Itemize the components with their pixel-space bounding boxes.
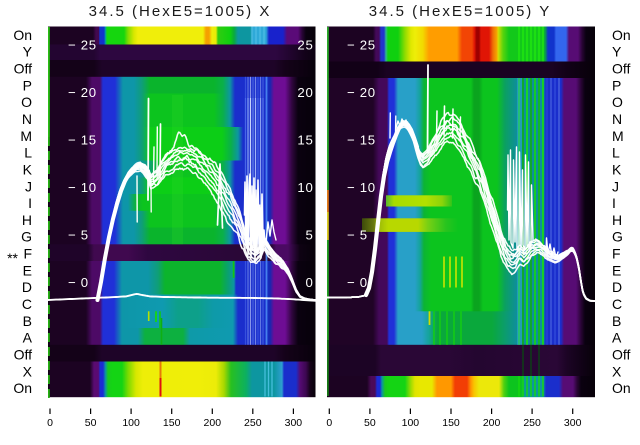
svg-text:L: L — [24, 145, 32, 161]
svg-text:A: A — [23, 330, 33, 346]
svg-text:Off: Off — [14, 61, 33, 77]
svg-text:J: J — [25, 178, 32, 194]
svg-text:M: M — [612, 128, 624, 144]
svg-text:On: On — [612, 27, 631, 43]
svg-text:On: On — [13, 27, 32, 43]
svg-text:− 0: − 0 — [347, 275, 368, 290]
svg-text:Off: Off — [612, 61, 631, 77]
svg-text:0: 0 — [326, 417, 332, 429]
svg-text:250: 250 — [523, 417, 541, 429]
svg-text:10: 10 — [297, 180, 313, 195]
svg-text:On: On — [612, 380, 631, 396]
svg-text:− 25: − 25 — [68, 37, 97, 52]
svg-text:N: N — [22, 111, 32, 127]
svg-text:D: D — [22, 279, 32, 295]
svg-text:B: B — [23, 313, 32, 329]
svg-text:− 0: − 0 — [68, 275, 89, 290]
svg-text:K: K — [23, 162, 33, 178]
svg-text:− 20: − 20 — [347, 85, 376, 100]
svg-text:M: M — [20, 128, 32, 144]
svg-text:50: 50 — [85, 417, 97, 429]
svg-text:D: D — [612, 279, 622, 295]
svg-text:N: N — [612, 111, 622, 127]
svg-text:C: C — [22, 296, 32, 312]
svg-text:G: G — [612, 229, 623, 245]
svg-text:200: 200 — [204, 417, 222, 429]
svg-text:C: C — [612, 296, 622, 312]
svg-text:200: 200 — [483, 417, 501, 429]
svg-text:H: H — [612, 212, 622, 228]
svg-text:G: G — [21, 229, 32, 245]
svg-text:L: L — [612, 145, 620, 161]
svg-text:J: J — [612, 178, 619, 194]
svg-text:20: 20 — [297, 85, 313, 100]
svg-text:34.5 (HexE5=1005) X: 34.5 (HexE5=1005) X — [89, 3, 272, 20]
svg-text:150: 150 — [442, 417, 460, 429]
svg-text:O: O — [612, 94, 623, 110]
svg-text:15: 15 — [297, 132, 313, 147]
svg-text:34.5 (HexE5=1005) Y: 34.5 (HexE5=1005) Y — [369, 3, 551, 20]
svg-text:Off: Off — [612, 347, 631, 363]
svg-text:100: 100 — [122, 417, 140, 429]
svg-text:0: 0 — [47, 417, 53, 429]
svg-text:300: 300 — [564, 417, 582, 429]
svg-text:F: F — [612, 246, 621, 262]
svg-text:I: I — [612, 195, 616, 211]
svg-text:50: 50 — [364, 417, 376, 429]
svg-text:− 15: − 15 — [347, 132, 376, 147]
svg-text:25: 25 — [297, 37, 313, 52]
svg-text:− 10: − 10 — [68, 180, 97, 195]
svg-text:E: E — [612, 262, 621, 278]
svg-text:F: F — [23, 246, 32, 262]
svg-text:− 10: − 10 — [347, 180, 376, 195]
svg-text:I: I — [28, 195, 32, 211]
svg-text:K: K — [612, 162, 622, 178]
svg-text:5: 5 — [305, 227, 313, 242]
svg-text:E: E — [23, 262, 32, 278]
svg-text:On: On — [13, 380, 32, 396]
svg-text:150: 150 — [163, 417, 181, 429]
svg-text:− 25: − 25 — [347, 37, 376, 52]
svg-text:− 5: − 5 — [68, 227, 89, 242]
svg-text:O: O — [21, 94, 32, 110]
svg-text:− 5: − 5 — [347, 227, 368, 242]
svg-text:250: 250 — [244, 417, 262, 429]
svg-text:X: X — [23, 363, 33, 379]
svg-text:H: H — [22, 212, 32, 228]
svg-text:Y: Y — [23, 44, 33, 60]
svg-text:100: 100 — [402, 417, 420, 429]
svg-text:**: ** — [7, 250, 18, 266]
svg-text:Y: Y — [612, 44, 622, 60]
svg-text:P: P — [612, 77, 621, 93]
svg-text:− 15: − 15 — [68, 132, 97, 147]
svg-text:0: 0 — [305, 275, 313, 290]
svg-text:A: A — [612, 330, 622, 346]
svg-text:− 20: − 20 — [68, 85, 97, 100]
svg-text:Off: Off — [14, 347, 33, 363]
svg-text:P: P — [23, 77, 32, 93]
svg-text:B: B — [612, 313, 621, 329]
svg-text:300: 300 — [285, 417, 303, 429]
svg-text:X: X — [612, 363, 622, 379]
